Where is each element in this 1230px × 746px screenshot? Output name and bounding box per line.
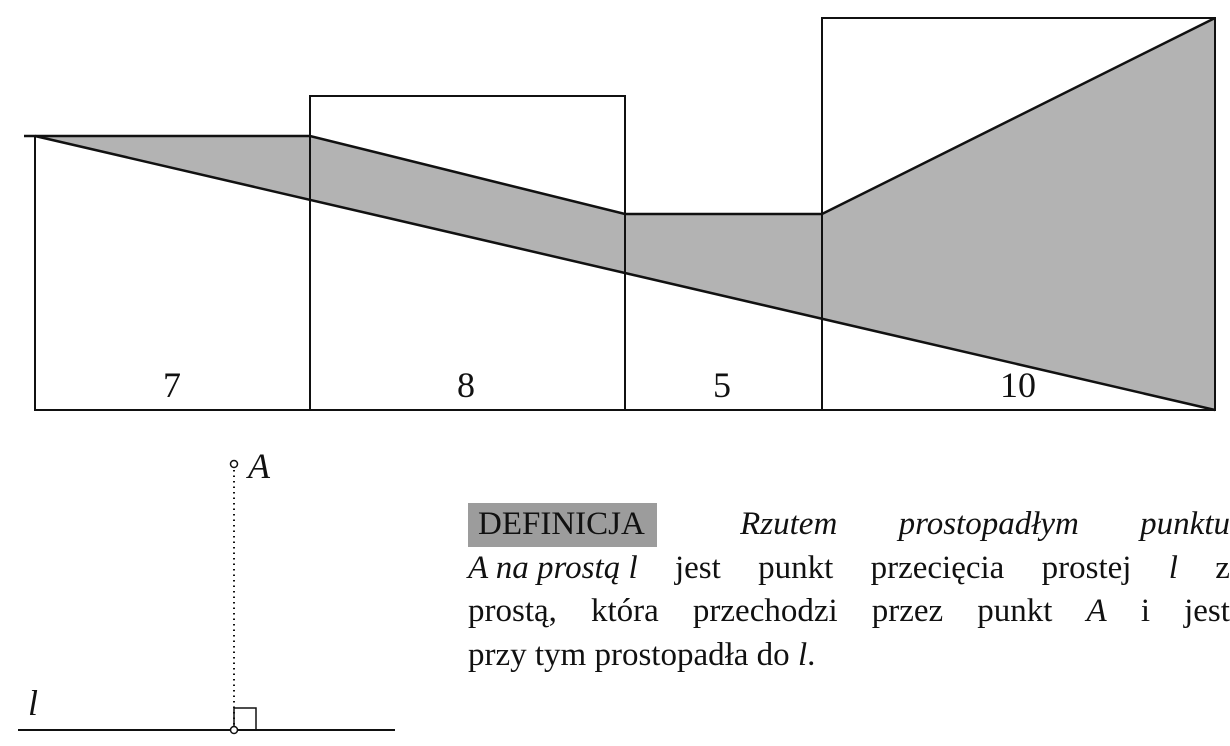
point-a-dot (229, 459, 239, 469)
def-word: jest (1184, 593, 1230, 629)
diagonal-line (34, 134, 1216, 412)
line-l-label: l (28, 683, 38, 723)
segment-label-5: 5 (713, 365, 731, 405)
definition-line-2: A na prostą l jest punkt przecięcia pros… (468, 547, 1230, 591)
segment-label-10: 10 (1000, 365, 1036, 405)
definition-line-1: DEFINICJA Rzutem prostopadłym punktu (468, 503, 1230, 547)
def-word: Rzutem (740, 506, 838, 542)
segment-label-7: 7 (163, 365, 181, 405)
def-word: przez (871, 593, 944, 629)
def-word: prostopadłym (898, 506, 1079, 542)
def-word: i (1140, 593, 1150, 629)
def-var-l: l (797, 636, 808, 673)
right-angle-marker (233, 707, 257, 731)
def-word: punktu (1140, 506, 1230, 542)
upper-polyline (24, 16, 1216, 216)
segment-label-8: 8 (457, 365, 475, 405)
def-word: prostą, (468, 593, 557, 629)
def-word: punkt (977, 593, 1053, 629)
def-italic-phrase: A na prostą l (468, 549, 638, 586)
def-period: . (807, 636, 816, 673)
definition-line-4: przy tym prostopadła do l. (468, 634, 1230, 678)
def-text: przy tym prostopadła do (468, 636, 790, 673)
def-word: jest (674, 549, 721, 586)
definition-line-3: prostą, która przechodzi przez punkt A i… (468, 590, 1230, 634)
definition-badge: DEFINICJA (468, 503, 657, 547)
def-word: przecięcia (870, 549, 1005, 586)
definition-block: DEFINICJA Rzutem prostopadłym punktu A n… (468, 503, 1230, 677)
def-word: która (591, 593, 659, 629)
def-word: przechodzi (692, 593, 838, 629)
def-word: punkt (758, 549, 834, 586)
projection-point-dot (229, 725, 239, 735)
def-word: prostej (1041, 549, 1132, 586)
def-word: z (1215, 549, 1230, 586)
def-var-a: A (1086, 593, 1107, 629)
def-var-l: l (1168, 549, 1178, 586)
point-a-label: A (246, 446, 271, 486)
